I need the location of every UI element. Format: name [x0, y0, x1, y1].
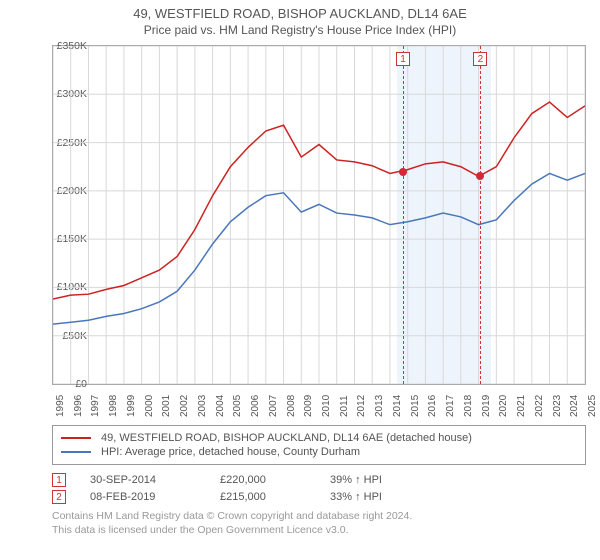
legend-row: HPI: Average price, detached house, Coun…	[61, 446, 577, 458]
table-row: 1 30-SEP-2014 £220,000 39% ↑ HPI	[52, 473, 586, 487]
title-subtitle: Price paid vs. HM Land Registry's House …	[0, 23, 600, 37]
x-tick-label: 2025	[587, 395, 598, 417]
x-tick-label: 2015	[410, 395, 421, 417]
x-tick-label: 1996	[73, 395, 84, 417]
legend-row: 49, WESTFIELD ROAD, BISHOP AUCKLAND, DL1…	[61, 432, 577, 444]
x-tick-label: 1998	[108, 395, 119, 417]
x-tick-label: 2017	[445, 395, 456, 417]
x-tick-label: 2013	[374, 395, 385, 417]
sale-pct: 33% ↑ HPI	[330, 491, 382, 503]
x-tick-label: 2002	[179, 395, 190, 417]
legend: 49, WESTFIELD ROAD, BISHOP AUCKLAND, DL1…	[52, 425, 586, 465]
x-tick-label: 2022	[534, 395, 545, 417]
sale-marker-dot	[399, 168, 407, 176]
sale-price: £220,000	[220, 474, 330, 486]
x-tick-label: 2020	[498, 395, 509, 417]
x-tick-label: 1995	[55, 395, 66, 417]
footnote-line: This data is licensed under the Open Gov…	[52, 524, 586, 538]
chart-container: £0£50K£100K£150K£200K£250K£300K£350K 12 …	[14, 45, 586, 419]
plot-svg	[53, 46, 585, 384]
sale-marker-line	[480, 46, 481, 384]
sale-date: 30-SEP-2014	[90, 474, 220, 486]
plot-area: £0£50K£100K£150K£200K£250K£300K£350K 12	[52, 45, 586, 385]
x-tick-label: 2009	[303, 395, 314, 417]
x-tick-label: 2018	[463, 395, 474, 417]
x-axis: 1995 1996 1997 1998 1999 2000 2001 2002 2003 2004…	[52, 385, 586, 419]
x-tick-label: 2008	[286, 395, 297, 417]
x-tick-label: 2003	[197, 395, 208, 417]
legend-label: 49, WESTFIELD ROAD, BISHOP AUCKLAND, DL1…	[101, 432, 472, 444]
sale-marker-line	[403, 46, 404, 384]
legend-label: HPI: Average price, detached house, Coun…	[101, 446, 360, 458]
x-tick-label: 2011	[339, 395, 350, 417]
legend-swatch	[61, 437, 91, 439]
sale-date: 08-FEB-2019	[90, 491, 220, 503]
sale-marker-icon: 1	[52, 473, 66, 487]
x-tick-label: 2019	[481, 395, 492, 417]
x-tick-label: 2016	[427, 395, 438, 417]
sale-marker-icon: 2	[52, 490, 66, 504]
chart-titles: 49, WESTFIELD ROAD, BISHOP AUCKLAND, DL1…	[0, 0, 600, 37]
x-tick-label: 2021	[516, 395, 527, 417]
x-tick-label: 2010	[321, 395, 332, 417]
sale-pct: 39% ↑ HPI	[330, 474, 382, 486]
x-tick-label: 2014	[392, 395, 403, 417]
footnote: Contains HM Land Registry data © Crown c…	[52, 510, 586, 537]
x-tick-label: 1999	[126, 395, 137, 417]
table-row: 2 08-FEB-2019 £215,000 33% ↑ HPI	[52, 490, 586, 504]
x-tick-label: 2023	[552, 395, 563, 417]
sales-table: 1 30-SEP-2014 £220,000 39% ↑ HPI 2 08-FE…	[52, 473, 586, 504]
sale-marker-box: 2	[473, 52, 487, 66]
x-tick-label: 2004	[215, 395, 226, 417]
x-tick-label: 2001	[161, 395, 172, 417]
title-address: 49, WESTFIELD ROAD, BISHOP AUCKLAND, DL1…	[0, 6, 600, 21]
sale-marker-dot	[476, 172, 484, 180]
footnote-line: Contains HM Land Registry data © Crown c…	[52, 510, 586, 524]
x-tick-label: 2024	[569, 395, 580, 417]
sale-price: £215,000	[220, 491, 330, 503]
x-tick-label: 2012	[356, 395, 367, 417]
x-tick-label: 1997	[90, 395, 101, 417]
sale-marker-box: 1	[396, 52, 410, 66]
x-tick-label: 2007	[268, 395, 279, 417]
x-tick-label: 2000	[144, 395, 155, 417]
x-tick-label: 2005	[232, 395, 243, 417]
legend-swatch	[61, 451, 91, 453]
x-tick-label: 2006	[250, 395, 261, 417]
